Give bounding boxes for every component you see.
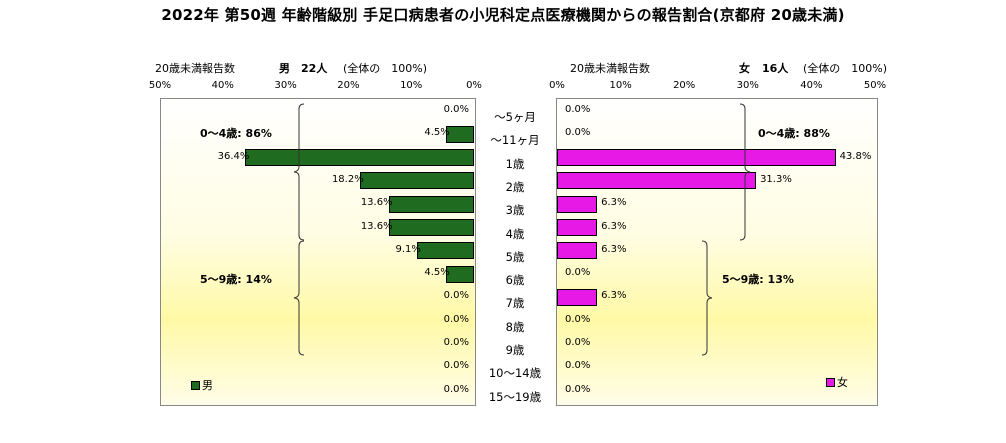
female-legend-swatch	[826, 377, 835, 387]
male-group-label: 5～9歳: 14%	[200, 273, 272, 286]
male-data-label: 0.0%	[443, 337, 469, 348]
male-count-label: 20歳未満報告数	[155, 62, 235, 75]
male-group-brace	[293, 240, 305, 356]
male-share: (全体の 100%)	[343, 62, 428, 75]
female-data-label: 0.0%	[565, 313, 591, 325]
chart-title: 2022年 第50週 年齢階級別 手足口病患者の小児科定点医療機関からの報告割合…	[161, 6, 845, 24]
x-tick-label: 40%	[211, 80, 234, 91]
male-bar	[388, 195, 474, 213]
category-label: 5歳	[505, 249, 525, 264]
female-legend: 女	[826, 374, 848, 390]
category-label: 3歳	[505, 203, 525, 218]
female-bar	[557, 149, 836, 167]
female-group-brace	[739, 103, 751, 241]
female-bar	[557, 288, 598, 306]
category-label: ～11ヶ月	[490, 133, 540, 148]
male-data-label: 9.1%	[395, 243, 421, 255]
female-share: (全体の 100%)	[803, 62, 888, 75]
female-bar	[557, 195, 598, 213]
male-data-label: 4.5%	[424, 267, 450, 279]
male-bar	[245, 149, 474, 167]
male-legend: 男	[191, 377, 213, 393]
male-data-label: 0.0%	[443, 360, 469, 372]
female-legend-label: 女	[837, 376, 848, 389]
category-label: 10～14歳	[488, 366, 542, 381]
male-group-label: 0～4歳: 86%	[200, 127, 272, 140]
male-bar	[416, 242, 474, 260]
female-data-label: 6.3%	[601, 197, 627, 209]
category-label: 8歳	[505, 319, 525, 334]
male-data-label: 13.6%	[360, 197, 393, 209]
x-tick-label: 50%	[148, 80, 172, 91]
male-data-label: 0.0%	[443, 313, 469, 325]
female-count: 16人	[762, 62, 789, 75]
female-bar	[557, 242, 598, 260]
female-data-label: 31.3%	[760, 173, 792, 185]
male-data-label: 36.4%	[217, 150, 250, 162]
female-count-label: 20歳未満報告数	[570, 62, 650, 75]
male-count: 22人	[301, 62, 328, 75]
category-label: 2歳	[505, 179, 525, 194]
x-tick-label: 10%	[400, 80, 423, 91]
female-sex-label: 女	[739, 62, 750, 75]
x-tick-label: 10%	[609, 80, 632, 91]
x-tick-label: 20%	[337, 80, 360, 91]
female-group-label: 0～4歳: 88%	[758, 127, 830, 140]
male-data-label: 13.6%	[360, 220, 393, 232]
female-data-label: 0.0%	[565, 360, 591, 372]
male-bar	[445, 265, 474, 283]
male-data-label: 0.0%	[443, 104, 469, 115]
category-label: 6歳	[505, 273, 525, 288]
category-label: 9歳	[505, 343, 525, 357]
male-bar	[445, 125, 474, 143]
x-tick-label: 20%	[673, 80, 696, 91]
female-data-label: 6.3%	[601, 290, 627, 302]
x-tick-label: 30%	[274, 80, 297, 91]
x-tick-label: 0%	[549, 80, 565, 91]
female-data-label: 6.3%	[601, 220, 627, 232]
female-group-brace	[701, 240, 713, 356]
female-bar	[557, 172, 757, 190]
female-data-label: 43.8%	[839, 150, 872, 162]
male-group-brace	[293, 103, 305, 241]
male-data-label: 0.0%	[443, 290, 469, 302]
x-tick-label: 30%	[736, 80, 759, 91]
female-data-label: 0.0%	[565, 383, 591, 395]
female-data-label: 0.0%	[565, 337, 591, 348]
male-bar	[388, 219, 474, 236]
male-data-label: 18.2%	[331, 173, 364, 185]
category-label: ～5ヶ月	[494, 110, 536, 124]
category-label: 15～19歳	[488, 389, 542, 404]
x-tick-label: 50%	[863, 80, 887, 91]
male-legend-swatch	[191, 380, 200, 390]
x-tick-label: 0%	[466, 80, 482, 91]
female-data-label: 0.0%	[565, 127, 591, 139]
female-data-label: 6.3%	[601, 243, 627, 255]
male-bar	[359, 172, 474, 190]
male-legend-label: 男	[202, 379, 213, 392]
female-data-label: 0.0%	[565, 104, 591, 115]
category-label: 4歳	[505, 226, 525, 241]
male-sex-label: 男	[279, 62, 290, 75]
category-label: 1歳	[505, 156, 525, 171]
x-tick-label: 40%	[800, 80, 823, 91]
female-group-label: 5～9歳: 13%	[722, 273, 794, 286]
male-data-label: 0.0%	[443, 383, 469, 395]
category-label: 7歳	[505, 296, 525, 311]
female-bar	[557, 219, 598, 236]
female-data-label: 0.0%	[565, 267, 591, 279]
male-data-label: 4.5%	[424, 127, 450, 139]
